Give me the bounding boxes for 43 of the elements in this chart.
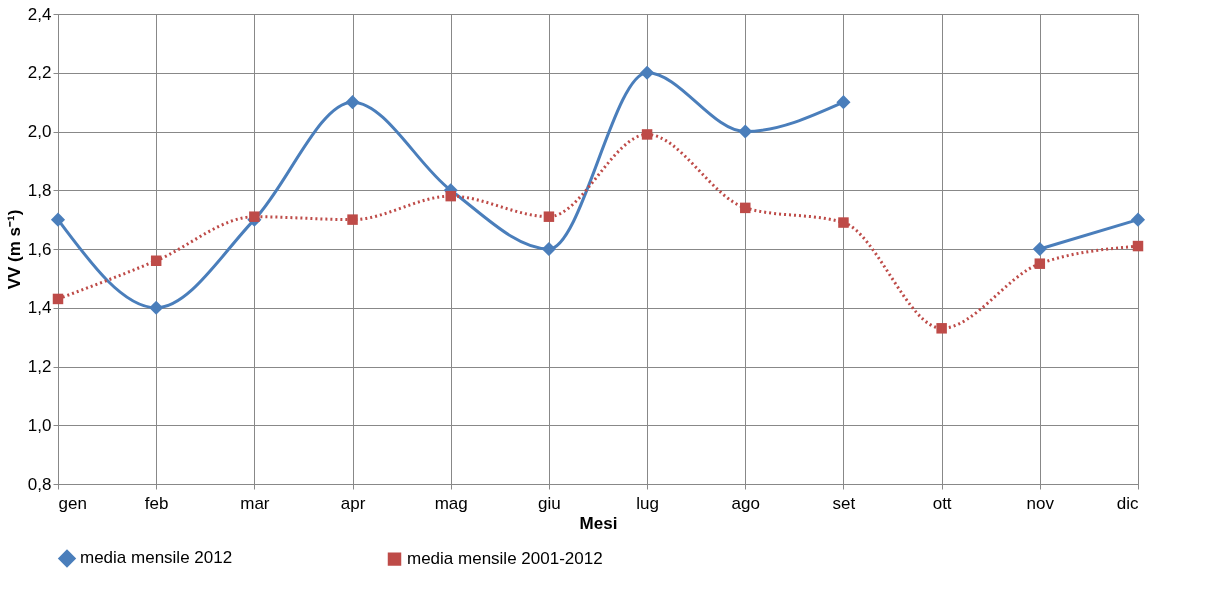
x-tick-label: apr bbox=[340, 493, 366, 513]
point bbox=[445, 190, 456, 202]
y-axis-title: VV (m s⁻¹) bbox=[4, 209, 24, 290]
x-tick-label: set bbox=[832, 493, 856, 513]
point bbox=[838, 217, 849, 228]
y-tick-label: 1,0 bbox=[27, 415, 52, 435]
x-tick-label: ago bbox=[731, 493, 760, 513]
point bbox=[641, 129, 653, 140]
point bbox=[543, 211, 555, 222]
point bbox=[936, 323, 947, 334]
point bbox=[345, 95, 360, 110]
point bbox=[249, 211, 260, 222]
y-tick-label: 2,2 bbox=[27, 63, 52, 83]
point bbox=[149, 300, 164, 315]
y-tick-label: 1,8 bbox=[27, 180, 52, 200]
x-tick-label: giu bbox=[538, 493, 561, 513]
legend-label: media mensile 2001-2012 bbox=[407, 549, 603, 569]
x-tick-label: ott bbox=[932, 493, 952, 513]
point bbox=[738, 124, 753, 139]
x-tick-label: mag bbox=[434, 493, 468, 513]
x-axis-title: Mesi bbox=[579, 513, 618, 533]
x-tick-label: feb bbox=[144, 493, 169, 513]
point bbox=[541, 241, 556, 257]
point bbox=[640, 65, 655, 80]
x-tick-label: lug bbox=[636, 493, 659, 513]
y-tick-label: 1,4 bbox=[27, 298, 52, 318]
y-tick-label: 2,4 bbox=[27, 4, 52, 24]
point bbox=[1034, 258, 1046, 269]
x-tick-label: mar bbox=[240, 493, 270, 513]
x-tick-label: gen bbox=[58, 493, 87, 513]
point bbox=[347, 214, 358, 225]
point bbox=[150, 255, 162, 266]
y-tick-label: 1,6 bbox=[27, 239, 52, 259]
y-tick-label: 1,2 bbox=[27, 357, 52, 376]
point bbox=[50, 212, 66, 227]
y-tick-label: 2,0 bbox=[27, 122, 52, 141]
x-tick-label: dic bbox=[1116, 493, 1139, 513]
y-tick-label: 0,8 bbox=[27, 474, 52, 494]
point bbox=[836, 95, 851, 110]
point bbox=[740, 202, 751, 214]
legend-label: media mensile 2012 bbox=[80, 548, 233, 568]
x-tick-label: nov bbox=[1026, 493, 1055, 513]
point bbox=[52, 293, 64, 305]
